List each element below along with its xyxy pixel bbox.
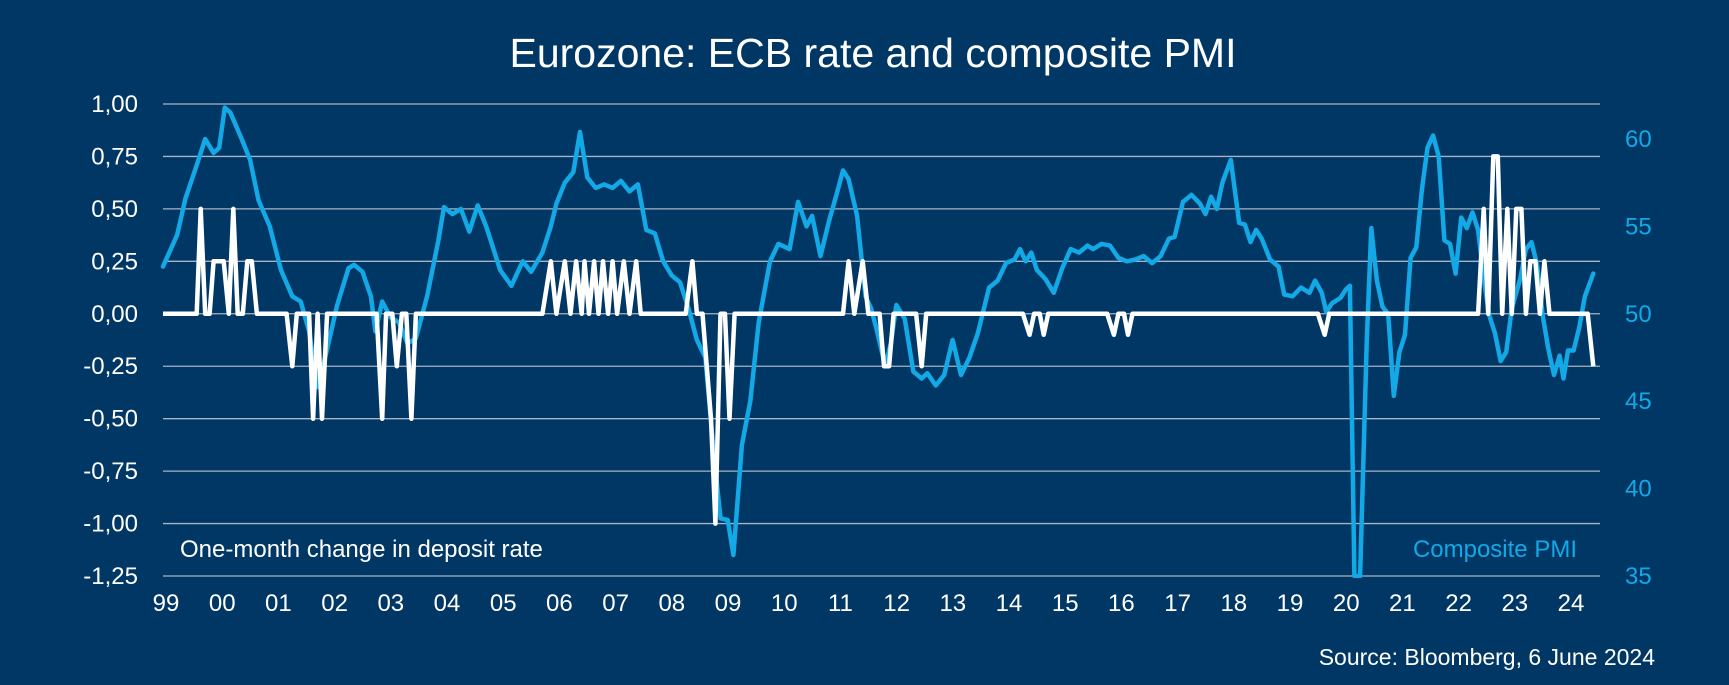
left-axis-tick-label: -0,50 (83, 406, 138, 433)
x-axis-tick-label: 14 (996, 590, 1023, 617)
x-axis-tick-label: 12 (883, 590, 910, 617)
left-axis-tick-label: 1,00 (91, 91, 138, 118)
left-axis-tick-label: 0,50 (91, 196, 138, 223)
left-axis-tick-label: -0,25 (83, 353, 138, 380)
x-axis-tick-label: 11 (828, 590, 853, 617)
x-axis-tick-label: 10 (771, 590, 798, 617)
x-axis-tick-labels: 99 00 01 02 03 04 05 06 07 08 09 10 11 12 13 14 15 16 17 18… (153, 590, 1585, 617)
x-axis-tick-label: 02 (321, 590, 348, 617)
right-axis-tick-label: 55 (1625, 213, 1652, 240)
x-axis-tick-label: 01 (265, 590, 292, 617)
x-axis-tick-label: 24 (1558, 590, 1585, 617)
pmi-series-label: Composite PMI (1413, 536, 1577, 563)
left-axis-tick-label: 0,00 (91, 301, 138, 328)
x-axis-tick-label: 00 (209, 590, 236, 617)
x-axis-tick-label: 16 (1108, 590, 1135, 617)
right-axis-tick-label: 45 (1625, 388, 1652, 415)
x-axis-tick-label: 17 (1164, 590, 1191, 617)
x-axis-tick-label: 09 (715, 590, 742, 617)
left-axis-tick-labels: 1,00 0,75 0,50 0,25 0,00 -0,25 -0,50 -0,75 -1,00… (83, 91, 138, 590)
x-axis-tick-label: 08 (658, 590, 685, 617)
x-axis-tick-label: 23 (1501, 590, 1528, 617)
left-axis-tick-label: 0,25 (91, 248, 138, 275)
rate-label-background (172, 532, 602, 563)
x-axis-tick-label: 22 (1445, 590, 1472, 617)
x-axis-tick-label: 07 (602, 590, 629, 617)
x-axis-tick-label: 03 (377, 590, 404, 617)
x-axis-tick-label: 05 (490, 590, 517, 617)
pmi-series-line (160, 105, 1596, 578)
right-axis-tick-label: 60 (1625, 126, 1652, 153)
x-axis-tick-label: 13 (939, 590, 966, 617)
x-axis-tick-label: 04 (434, 590, 461, 617)
x-axis-tick-label: 18 (1220, 590, 1247, 617)
left-axis-tick-label: -1,25 (83, 563, 138, 590)
left-axis-tick-label: -0,75 (83, 458, 138, 485)
right-axis-tick-label: 40 (1625, 476, 1652, 503)
x-axis-tick-label: 21 (1389, 590, 1416, 617)
x-axis-tick-label: 20 (1333, 590, 1360, 617)
x-axis-tick-label: 06 (546, 590, 573, 617)
rate-series-label: One-month change in deposit rate (180, 536, 543, 563)
right-axis-tick-labels: 60 55 50 45 40 35 (1625, 126, 1652, 590)
right-axis-tick-label: 35 (1625, 563, 1652, 590)
left-axis-tick-label: -1,00 (83, 511, 138, 538)
series-layer (160, 105, 1596, 578)
x-axis-tick-label: 99 (153, 590, 180, 617)
x-axis-tick-label: 19 (1277, 590, 1304, 617)
chart-title: Eurozone: ECB rate and composite PMI (510, 30, 1237, 76)
source-note: Source: Bloomberg, 6 June 2024 (1319, 644, 1655, 670)
right-axis-tick-label: 50 (1625, 301, 1652, 328)
left-axis-tick-label: 0,75 (91, 143, 138, 170)
x-axis-tick-label: 15 (1052, 590, 1079, 617)
